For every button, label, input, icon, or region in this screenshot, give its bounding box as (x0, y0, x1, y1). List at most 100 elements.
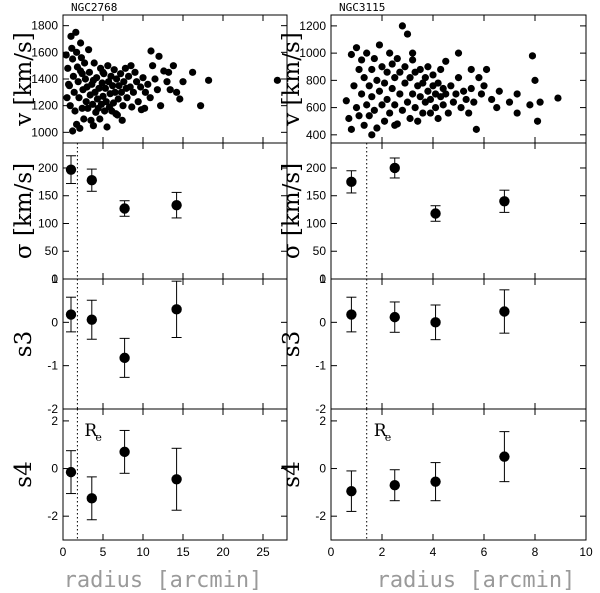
velocity-point (141, 88, 149, 96)
velocity-point (419, 79, 427, 87)
data-point (430, 317, 441, 328)
velocity-point (488, 95, 496, 104)
y-tick-label: 200 (306, 161, 326, 175)
panel-frame (330, 142, 587, 280)
velocity-point (127, 62, 135, 70)
velocity-point (370, 54, 378, 63)
velocity-point (482, 65, 491, 74)
y-tick-label: -2 (47, 509, 58, 523)
velocity-point (358, 90, 366, 98)
velocity-point (439, 84, 447, 93)
velocity-point (146, 94, 154, 102)
velocity-point (67, 32, 75, 40)
velocity-point (368, 93, 376, 101)
y-tick-label: -2 (47, 402, 58, 416)
velocity-point (111, 88, 119, 96)
panel-frame (62, 278, 288, 410)
data-point (171, 304, 182, 315)
velocity-point (352, 103, 361, 112)
velocity-point (144, 80, 152, 88)
velocity-point (352, 44, 361, 52)
velocity-point (416, 65, 424, 74)
velocity-point (110, 66, 118, 74)
velocity-point (115, 82, 123, 90)
velocity-point (77, 39, 85, 47)
velocity-point (104, 62, 112, 70)
re-annotation-subscript: e (95, 431, 102, 444)
velocity-point (434, 79, 442, 87)
velocity-point (149, 62, 157, 70)
velocity-point (80, 115, 88, 123)
data-point (86, 493, 98, 504)
velocity-point (157, 102, 165, 110)
y-tick-label: 1000 (31, 125, 58, 139)
re-annotation-subscript: e (385, 431, 392, 444)
velocity-point (85, 46, 93, 54)
velocity-point (120, 78, 128, 86)
velocity-point (151, 75, 159, 83)
velocity-point (365, 112, 373, 120)
velocity-point (513, 90, 521, 98)
velocity-point (109, 99, 117, 107)
velocity-point (65, 80, 73, 88)
velocity-point (166, 86, 174, 94)
velocity-point (131, 68, 139, 76)
velocity-point (189, 68, 197, 76)
velocity-point (401, 63, 409, 71)
velocity-point (380, 117, 389, 125)
velocity-point (95, 84, 103, 92)
velocity-point (373, 124, 381, 132)
velocity-point (480, 82, 488, 90)
y-tick-label: 1800 (31, 19, 58, 33)
velocity-point (424, 87, 432, 95)
x-tick-label: 2 (379, 545, 386, 559)
velocity-point (125, 72, 133, 80)
velocity-point (513, 109, 521, 117)
velocity-point (99, 68, 107, 76)
y-tick-label: 1000 (299, 46, 326, 60)
x-tick-label: 6 (481, 545, 488, 559)
y-tick-label: 150 (306, 189, 326, 203)
velocity-point (117, 70, 125, 78)
velocity-point (153, 86, 161, 94)
y-tick-label: -2 (315, 402, 326, 416)
velocity-point (454, 49, 463, 57)
velocity-point (81, 75, 89, 83)
velocity-point (93, 95, 101, 103)
data-point (346, 485, 357, 497)
velocity-point (163, 78, 171, 86)
velocity-point (467, 84, 475, 93)
velocity-point (419, 109, 427, 117)
velocity-point (403, 30, 412, 38)
data-point (86, 174, 98, 186)
velocity-point (107, 72, 115, 80)
y-axis-label: σ [km/s] (279, 163, 305, 259)
y-tick-label: -2 (315, 509, 326, 523)
y-tick-label: 50 (45, 244, 59, 258)
velocity-point (73, 48, 81, 56)
y-tick-label: 1 (51, 272, 58, 286)
x-tick-label: 10 (579, 545, 593, 559)
panel-frame (330, 408, 587, 541)
data-point (171, 199, 182, 211)
velocity-point (69, 55, 77, 63)
velocity-point (434, 114, 442, 123)
velocity-point (378, 101, 386, 109)
velocity-point (69, 127, 77, 135)
velocity-point (96, 115, 104, 123)
velocity-point (273, 76, 281, 84)
velocity-point (365, 82, 373, 90)
panel-frame (62, 142, 288, 280)
y-tick-label: 0 (51, 315, 58, 329)
velocity-point (505, 98, 514, 106)
data-point (119, 352, 130, 364)
panel-s4: -2 0 2 s4 0 5 10 15 20 25 Re (11, 408, 288, 559)
velocity-point (82, 98, 90, 106)
velocity-point (416, 93, 424, 101)
velocity-point (414, 117, 422, 125)
velocity-point (71, 107, 79, 115)
velocity-point (449, 98, 457, 106)
velocity-point (74, 78, 82, 86)
